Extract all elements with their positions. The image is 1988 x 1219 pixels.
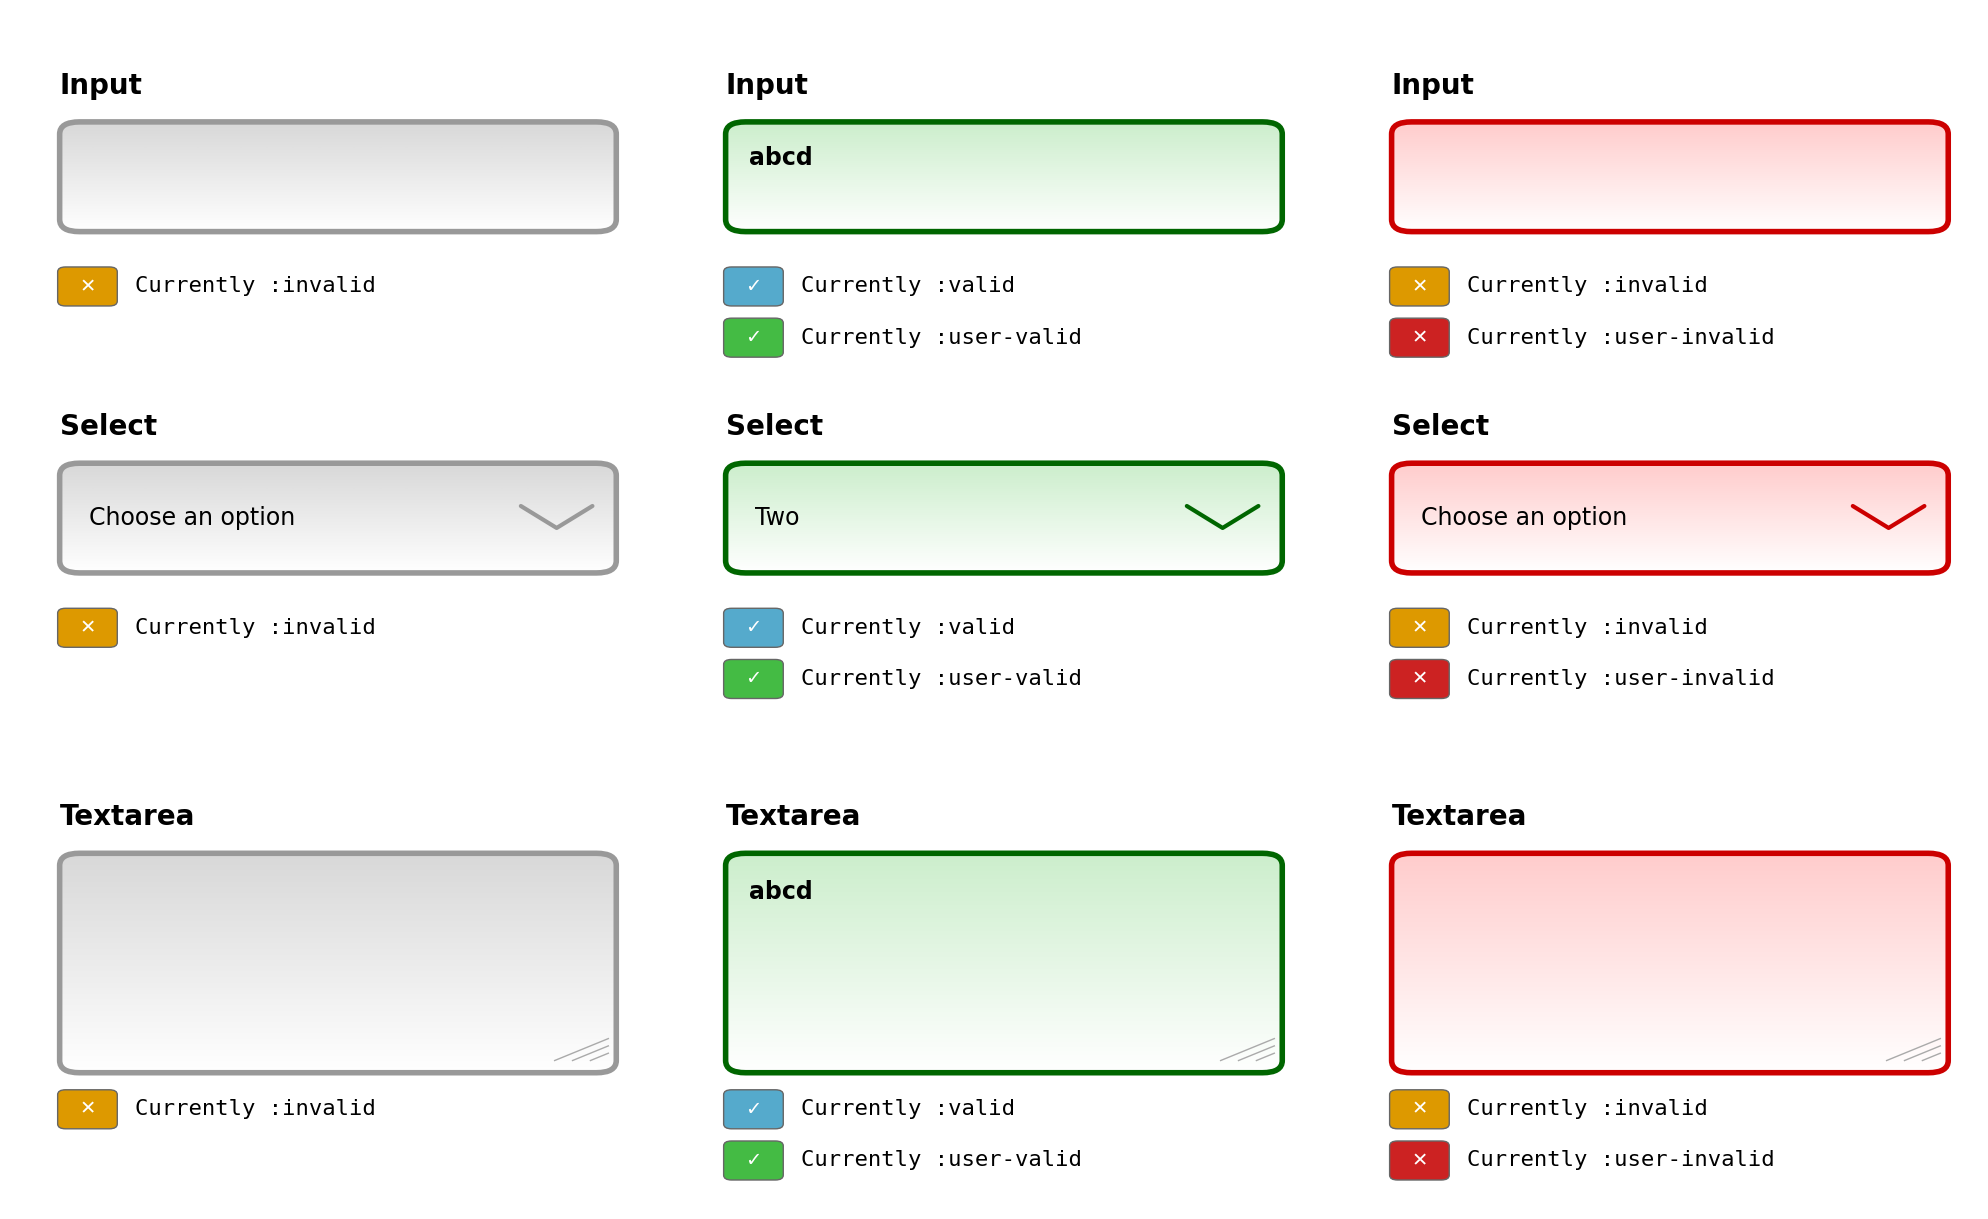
Text: ✕: ✕ — [1411, 1100, 1427, 1119]
Text: Currently :user-invalid: Currently :user-invalid — [1467, 669, 1775, 689]
FancyBboxPatch shape — [724, 659, 783, 698]
Text: Choose an option: Choose an option — [89, 506, 296, 530]
Text: ✕: ✕ — [1411, 328, 1427, 347]
Text: ✕: ✕ — [1411, 618, 1427, 638]
FancyBboxPatch shape — [1390, 267, 1449, 306]
Text: Currently :valid: Currently :valid — [801, 618, 1016, 638]
Text: Currently :invalid: Currently :invalid — [135, 618, 376, 638]
Text: ✕: ✕ — [80, 618, 95, 638]
FancyBboxPatch shape — [1390, 1090, 1449, 1129]
Text: ✓: ✓ — [746, 328, 761, 347]
Text: ✕: ✕ — [1411, 669, 1427, 689]
Text: Currently :user-invalid: Currently :user-invalid — [1467, 1151, 1775, 1170]
Text: Currently :user-invalid: Currently :user-invalid — [1467, 328, 1775, 347]
Text: ✓: ✓ — [746, 618, 761, 638]
Text: Currently :invalid: Currently :invalid — [1467, 618, 1708, 638]
Text: Input: Input — [726, 72, 809, 100]
Text: ✓: ✓ — [746, 1151, 761, 1170]
Text: Textarea: Textarea — [726, 803, 861, 831]
Text: Choose an option: Choose an option — [1421, 506, 1628, 530]
FancyBboxPatch shape — [724, 608, 783, 647]
Text: Currently :invalid: Currently :invalid — [1467, 1100, 1708, 1119]
Text: Input: Input — [60, 72, 143, 100]
FancyBboxPatch shape — [58, 1090, 117, 1129]
Text: Select: Select — [726, 413, 823, 441]
FancyBboxPatch shape — [58, 608, 117, 647]
Text: ✕: ✕ — [80, 277, 95, 296]
Text: Currently :invalid: Currently :invalid — [135, 1100, 376, 1119]
FancyBboxPatch shape — [1390, 318, 1449, 357]
Text: Textarea: Textarea — [60, 803, 195, 831]
FancyBboxPatch shape — [58, 267, 117, 306]
Text: Two: Two — [755, 506, 799, 530]
Text: Currently :invalid: Currently :invalid — [1467, 277, 1708, 296]
Text: ✕: ✕ — [80, 1100, 95, 1119]
Text: Currently :valid: Currently :valid — [801, 1100, 1016, 1119]
FancyBboxPatch shape — [1390, 659, 1449, 698]
Text: ✕: ✕ — [1411, 277, 1427, 296]
FancyBboxPatch shape — [1390, 608, 1449, 647]
Text: Currently :user-valid: Currently :user-valid — [801, 328, 1081, 347]
Text: Select: Select — [60, 413, 157, 441]
FancyBboxPatch shape — [724, 1090, 783, 1129]
FancyBboxPatch shape — [724, 318, 783, 357]
Text: abcd: abcd — [749, 146, 813, 171]
Text: Currently :invalid: Currently :invalid — [135, 277, 376, 296]
FancyBboxPatch shape — [724, 267, 783, 306]
Text: ✓: ✓ — [746, 1100, 761, 1119]
Text: Textarea: Textarea — [1392, 803, 1527, 831]
Text: abcd: abcd — [749, 880, 813, 904]
Text: Currently :valid: Currently :valid — [801, 277, 1016, 296]
Text: Currently :user-valid: Currently :user-valid — [801, 669, 1081, 689]
Text: ✕: ✕ — [1411, 1151, 1427, 1170]
Text: ✓: ✓ — [746, 277, 761, 296]
FancyBboxPatch shape — [724, 1141, 783, 1180]
Text: Currently :user-valid: Currently :user-valid — [801, 1151, 1081, 1170]
Text: ✓: ✓ — [746, 669, 761, 689]
Text: Input: Input — [1392, 72, 1475, 100]
FancyBboxPatch shape — [1390, 1141, 1449, 1180]
Text: Select: Select — [1392, 413, 1489, 441]
